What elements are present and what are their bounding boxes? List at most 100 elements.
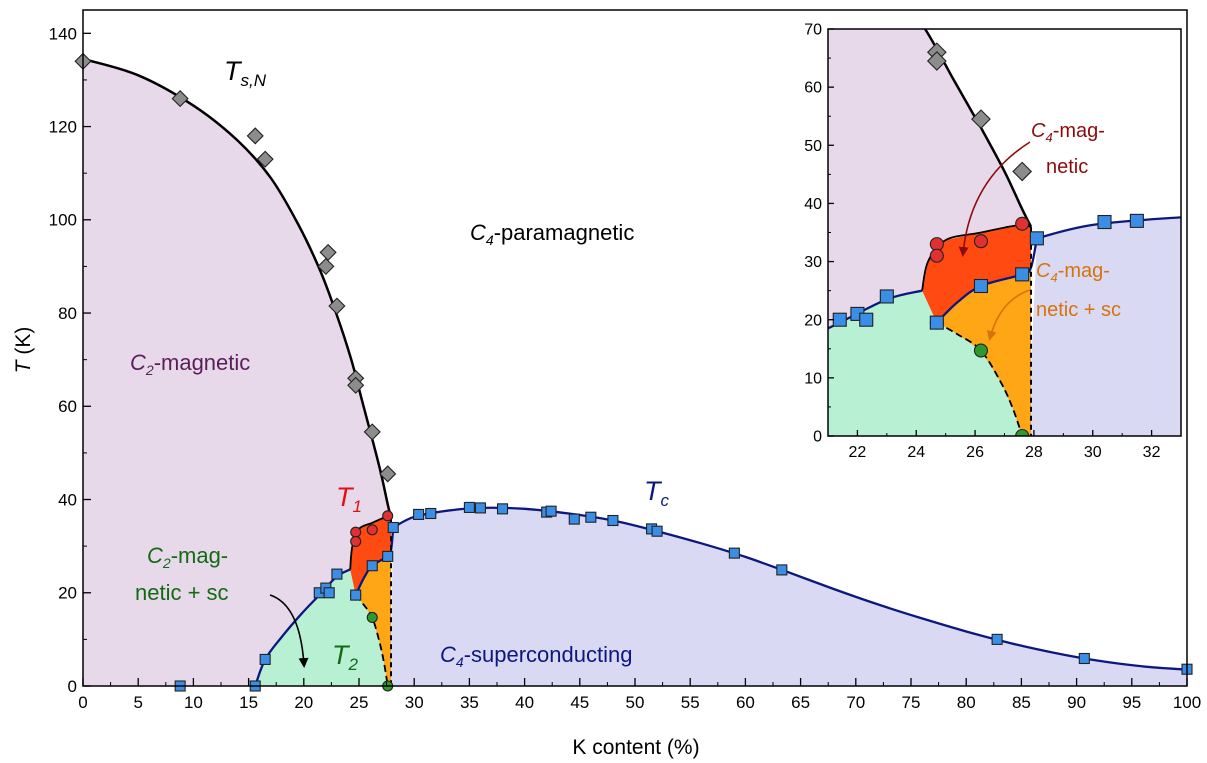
label-c2-magsc-sub: 2	[162, 555, 171, 571]
label-tsn-sub: s,N	[241, 71, 267, 90]
arrow-c2-magsc	[269, 594, 309, 668]
label-c2-mag-main: C	[130, 350, 146, 375]
label-c4-superconducting: C4-superconducting	[440, 642, 632, 670]
main-phase-regions	[83, 59, 1187, 686]
line-t2	[355, 594, 389, 686]
inset-y-axis: 0 10 20 30 40 50 60 70	[804, 22, 834, 446]
inset-c4-mag-main: C	[1031, 120, 1046, 142]
inset-arrow-c4-magsc	[986, 289, 1031, 341]
point-tc-20	[607, 514, 619, 527]
inset-label-c4-magsc-line1: C4-mag-	[1036, 260, 1110, 285]
point-tc-5	[323, 587, 335, 599]
x-tick-label-26: 26	[966, 444, 984, 461]
point-tc-15	[496, 503, 509, 515]
x-tick-label-24: 24	[907, 444, 925, 461]
point-tsn-10	[379, 465, 397, 483]
label-t1: T1	[336, 482, 362, 516]
point-t1-2	[973, 234, 989, 249]
x-tick-label-30: 30	[1084, 444, 1102, 461]
point-t1-1	[350, 535, 362, 548]
point-tc-3	[879, 289, 894, 304]
x-tick-label-95: 95	[1122, 693, 1141, 712]
x-tick-label-0: 0	[78, 693, 87, 712]
point-t1-0	[350, 526, 362, 538]
label-t2: T2	[332, 640, 359, 674]
label-tsn-main: T	[224, 56, 243, 86]
y-tick-label-60: 60	[58, 397, 77, 416]
y-tick-label-140: 140	[49, 24, 77, 43]
point-tsn-4	[319, 243, 337, 262]
x-tick-label-40: 40	[515, 693, 534, 712]
inset-arrow-c4-mag	[958, 141, 1031, 257]
y-axis-unit: (K)	[12, 327, 35, 361]
x-tick-label-30: 30	[405, 693, 424, 712]
point-tc-8	[1097, 214, 1112, 230]
y-tick-label-0: 0	[813, 429, 822, 446]
point-t2-2	[1015, 428, 1030, 436]
point-tc-24	[776, 564, 788, 576]
point-tc-26	[1078, 652, 1090, 665]
point-tc-9	[382, 550, 394, 562]
x-tick-label-32: 32	[1143, 444, 1161, 461]
x-tick-label-50: 50	[626, 693, 645, 712]
y-axis-symbol: T	[12, 358, 35, 373]
region-c2-magnetic-sc	[828, 290, 1023, 436]
x-tick-label-22: 22	[849, 444, 867, 461]
inset-label-c4-mag-line1: C4-mag-	[1031, 120, 1105, 145]
inset-c4-magsc-main: C	[1036, 260, 1051, 282]
x-tick-label-35: 35	[460, 693, 479, 712]
x-tick-label-25: 25	[350, 693, 369, 712]
label-c2-magnetic: C2-magnetic	[130, 350, 250, 378]
point-tc-0	[832, 312, 847, 327]
x-tick-label-28: 28	[1025, 444, 1043, 461]
point-tc-12	[425, 507, 437, 520]
point-tsn-5	[317, 257, 335, 275]
label-c4-para-main: C	[470, 220, 486, 245]
label-t2-sub: 2	[348, 655, 359, 674]
label-c4-para-rest: -paramagnetic	[494, 220, 635, 245]
region-c4-superconducting	[1028, 217, 1181, 436]
label-tc-sub: c	[661, 491, 670, 510]
region-c2-magnetic	[83, 59, 391, 686]
x-tick-label-55: 55	[681, 693, 700, 712]
point-t1-0	[929, 237, 944, 252]
inset-phase-regions	[828, 29, 1181, 436]
point-tsn-3	[256, 150, 274, 168]
label-c4-sc-rest: -superconducting	[464, 642, 633, 667]
label-c2-magsc-line2: netic + sc	[135, 580, 229, 605]
label-c4-sc-main: C	[440, 642, 456, 667]
point-tc-2	[259, 653, 271, 665]
label-c2-mag-sub: 2	[145, 362, 154, 378]
point-tc-6	[1015, 267, 1030, 282]
point-tsn-1	[926, 51, 947, 71]
inset-data-points	[832, 42, 1144, 436]
x-tick-label-90: 90	[1067, 693, 1086, 712]
y-tick-label-60: 60	[804, 80, 822, 97]
y-tick-label-0: 0	[68, 677, 77, 696]
region-c4-magnetic	[350, 517, 391, 596]
y-tick-label-120: 120	[49, 118, 77, 137]
label-c2-magsc-main: C	[147, 543, 163, 568]
point-t2-1	[973, 343, 989, 358]
y-tick-label-100: 100	[49, 211, 77, 230]
point-tc-18	[568, 513, 580, 525]
label-t2-main: T	[332, 640, 351, 670]
point-tc-4	[929, 315, 944, 330]
inset-x-axis: 22 24 26 28 30 32	[849, 430, 1161, 461]
x-tick-label-80: 80	[957, 693, 976, 712]
line-tsn	[83, 57, 393, 519]
label-c4-paramagnetic: C4-paramagnetic	[470, 220, 634, 248]
point-tc-7	[350, 589, 362, 601]
y-tick-label-20: 20	[58, 584, 77, 603]
point-tc-17	[545, 505, 557, 517]
x-tick-label-45: 45	[570, 693, 589, 712]
point-t1-3	[382, 510, 394, 522]
point-tsn-1	[171, 90, 189, 108]
region-c4-magnetic	[922, 225, 1031, 323]
y-tick-label-80: 80	[58, 304, 77, 323]
inset-label-c4-mag-line2: netic	[1046, 156, 1088, 178]
x-tick-label-75: 75	[902, 693, 921, 712]
inset-label-c4-magsc-line2: netic + sc	[1036, 299, 1121, 321]
point-tsn-8	[347, 376, 365, 394]
